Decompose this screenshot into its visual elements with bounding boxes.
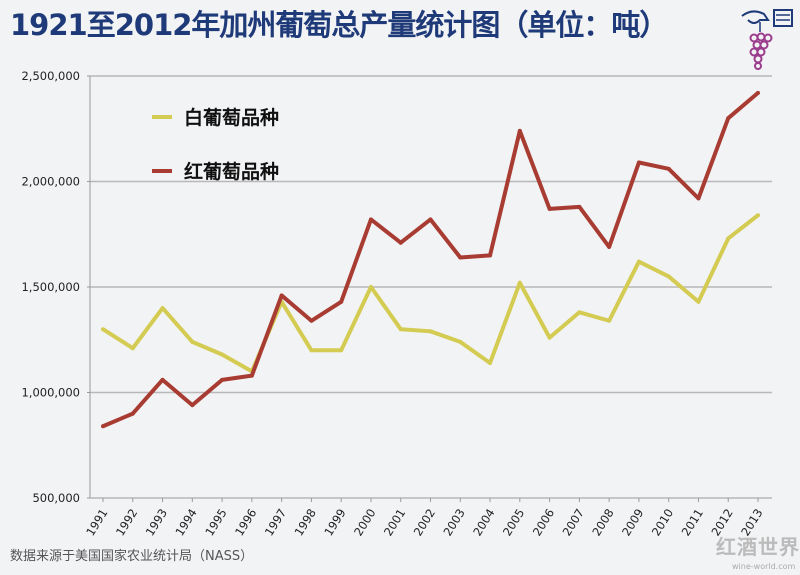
x-tick-label: 2000 — [351, 506, 378, 538]
data-point — [666, 274, 671, 279]
x-tick-label: 2003 — [440, 506, 467, 538]
data-point — [577, 310, 582, 315]
data-point — [101, 327, 105, 332]
y-tick-label: 2,000,000 — [21, 175, 80, 189]
data-point — [726, 236, 731, 241]
x-tick-label: 2004 — [470, 506, 497, 538]
x-tick-label: 1999 — [321, 506, 348, 538]
data-point — [428, 217, 433, 222]
x-tick-label: 2001 — [381, 506, 408, 538]
data-point — [279, 293, 284, 298]
data-point — [130, 411, 135, 416]
data-point — [696, 299, 701, 304]
x-tick-label: 2011 — [679, 506, 706, 538]
legend-label-red: 红葡萄品种 — [184, 160, 279, 183]
x-tick-label: 1995 — [202, 506, 229, 538]
x-tick-label: 2007 — [560, 506, 587, 538]
data-point — [517, 128, 522, 133]
data-point — [160, 306, 165, 311]
data-point — [339, 348, 344, 353]
brand-logo: 红酒世界 — [716, 535, 800, 559]
data-point — [607, 318, 612, 323]
data-point — [607, 244, 612, 249]
y-tick-label: 1,000,000 — [21, 386, 80, 400]
data-point — [339, 299, 344, 304]
data-point — [517, 280, 522, 285]
data-point — [428, 329, 433, 334]
chart-title: 1921至2012年加州葡萄总产量统计图（单位：吨） — [10, 8, 668, 42]
data-point — [398, 327, 403, 332]
series-line-white — [101, 213, 760, 374]
legend-label-white: 白葡萄品种 — [184, 106, 279, 129]
x-tick-label: 2008 — [589, 506, 616, 538]
x-tick-label: 1997 — [262, 506, 289, 538]
data-point — [220, 377, 225, 382]
grape-logo-icon — [741, 9, 793, 70]
x-tick-label: 2005 — [500, 506, 527, 538]
data-point — [220, 352, 225, 357]
data-point — [309, 348, 314, 353]
data-point — [547, 206, 552, 211]
x-tick-label: 1996 — [232, 506, 259, 538]
data-point — [547, 335, 552, 340]
y-tick-label: 1,500,000 — [21, 280, 80, 294]
brand-url: wine-world.com — [732, 562, 796, 571]
data-point — [488, 253, 493, 258]
data-point — [696, 196, 701, 201]
data-point — [756, 90, 760, 95]
data-point — [190, 403, 195, 408]
data-point — [488, 360, 493, 365]
x-tick-label: 1993 — [143, 506, 170, 538]
x-tick-label: 2002 — [411, 506, 438, 538]
data-point — [190, 339, 195, 344]
data-point — [130, 346, 135, 351]
data-point — [458, 255, 463, 260]
x-tick-label: 2009 — [619, 506, 646, 538]
data-point — [726, 116, 731, 121]
y-tick-label: 500,000 — [32, 491, 80, 505]
x-tick-label: 2013 — [738, 506, 765, 538]
data-source-note: 数据来源于美国国家农业统计局（NASS） — [10, 549, 254, 564]
data-point — [666, 166, 671, 171]
data-point — [368, 285, 373, 289]
series-line-red — [102, 91, 760, 429]
x-tick-label: 1992 — [113, 506, 140, 538]
data-point — [756, 213, 760, 218]
data-point — [368, 217, 373, 222]
x-tick-label: 2012 — [708, 506, 735, 538]
x-tick-label: 2006 — [530, 506, 557, 538]
data-point — [636, 259, 641, 264]
data-point — [309, 318, 314, 323]
data-point — [160, 377, 165, 382]
data-point — [636, 160, 641, 165]
y-tick-label: 2,500,000 — [21, 69, 80, 83]
data-point — [249, 373, 254, 378]
x-tick-label: 1994 — [172, 506, 199, 538]
x-tick-label: 2010 — [649, 506, 676, 538]
x-tick-label: 1998 — [292, 506, 319, 538]
data-point — [101, 424, 105, 429]
data-point — [577, 204, 582, 209]
x-tick-label: 1991 — [83, 506, 110, 538]
data-point — [458, 339, 463, 344]
data-point — [398, 240, 403, 245]
